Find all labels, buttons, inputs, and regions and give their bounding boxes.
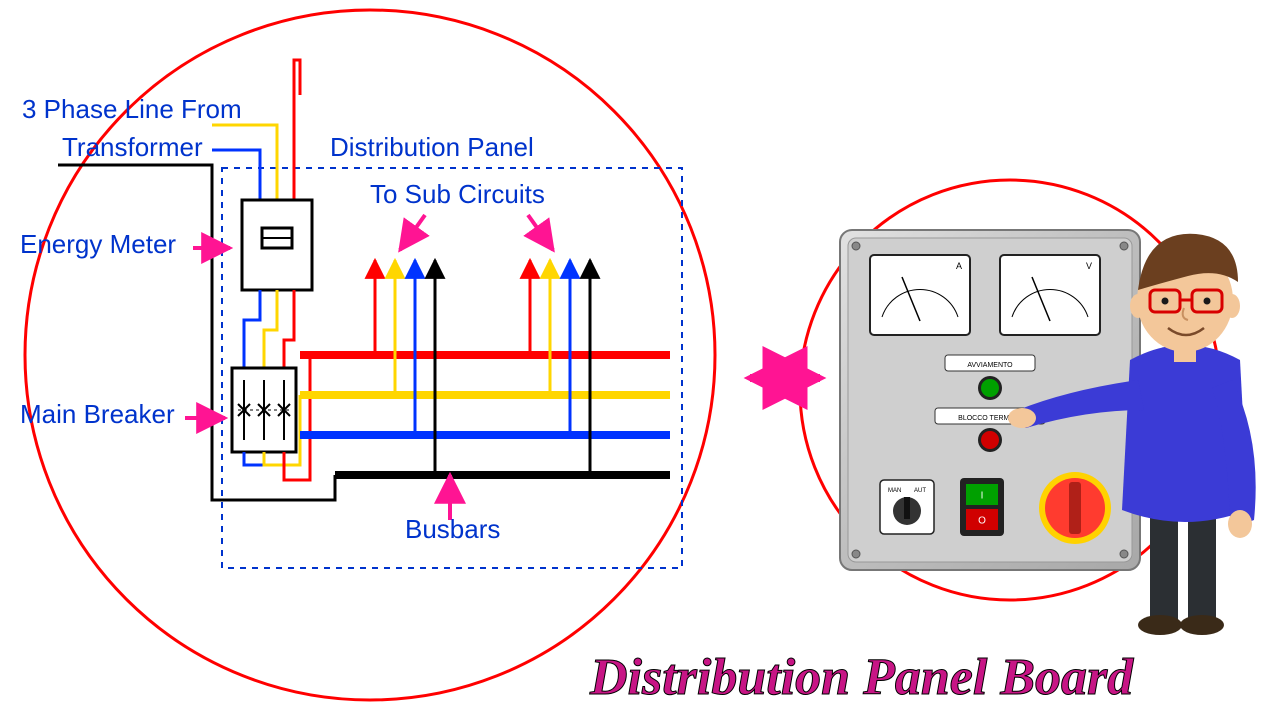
incoming-y-wire bbox=[212, 125, 277, 200]
arrow-subcircuits-right bbox=[528, 215, 553, 250]
svg-text:O: O bbox=[978, 516, 986, 527]
label-energy-meter: Energy Meter bbox=[20, 229, 176, 260]
incoming-r-wire bbox=[294, 60, 300, 200]
analog-meter-0 bbox=[870, 255, 970, 335]
label-3phase-1: 3 Phase Line From bbox=[22, 94, 242, 125]
arrow-subcircuits-left bbox=[400, 215, 425, 250]
label-main-breaker: Main Breaker bbox=[20, 399, 175, 430]
label-busbars: Busbars bbox=[405, 514, 500, 545]
svg-text:AUT: AUT bbox=[914, 488, 926, 494]
energy-meter-icon bbox=[242, 200, 312, 290]
svg-text:I: I bbox=[981, 491, 984, 502]
svg-text:A: A bbox=[956, 261, 962, 271]
label-sub-circuits: To Sub Circuits bbox=[370, 179, 545, 210]
analog-meter-1 bbox=[1000, 255, 1100, 335]
main-title: Distribution Panel Board bbox=[590, 648, 1133, 707]
svg-text:AVVIAMENTO: AVVIAMENTO bbox=[967, 362, 1013, 369]
label-distribution-panel: Distribution Panel bbox=[330, 132, 534, 163]
svg-text:MAN: MAN bbox=[888, 488, 901, 494]
svg-text:V: V bbox=[1086, 261, 1092, 271]
label-3phase-2: Transformer bbox=[62, 132, 203, 163]
incoming-b-wire bbox=[212, 150, 260, 200]
